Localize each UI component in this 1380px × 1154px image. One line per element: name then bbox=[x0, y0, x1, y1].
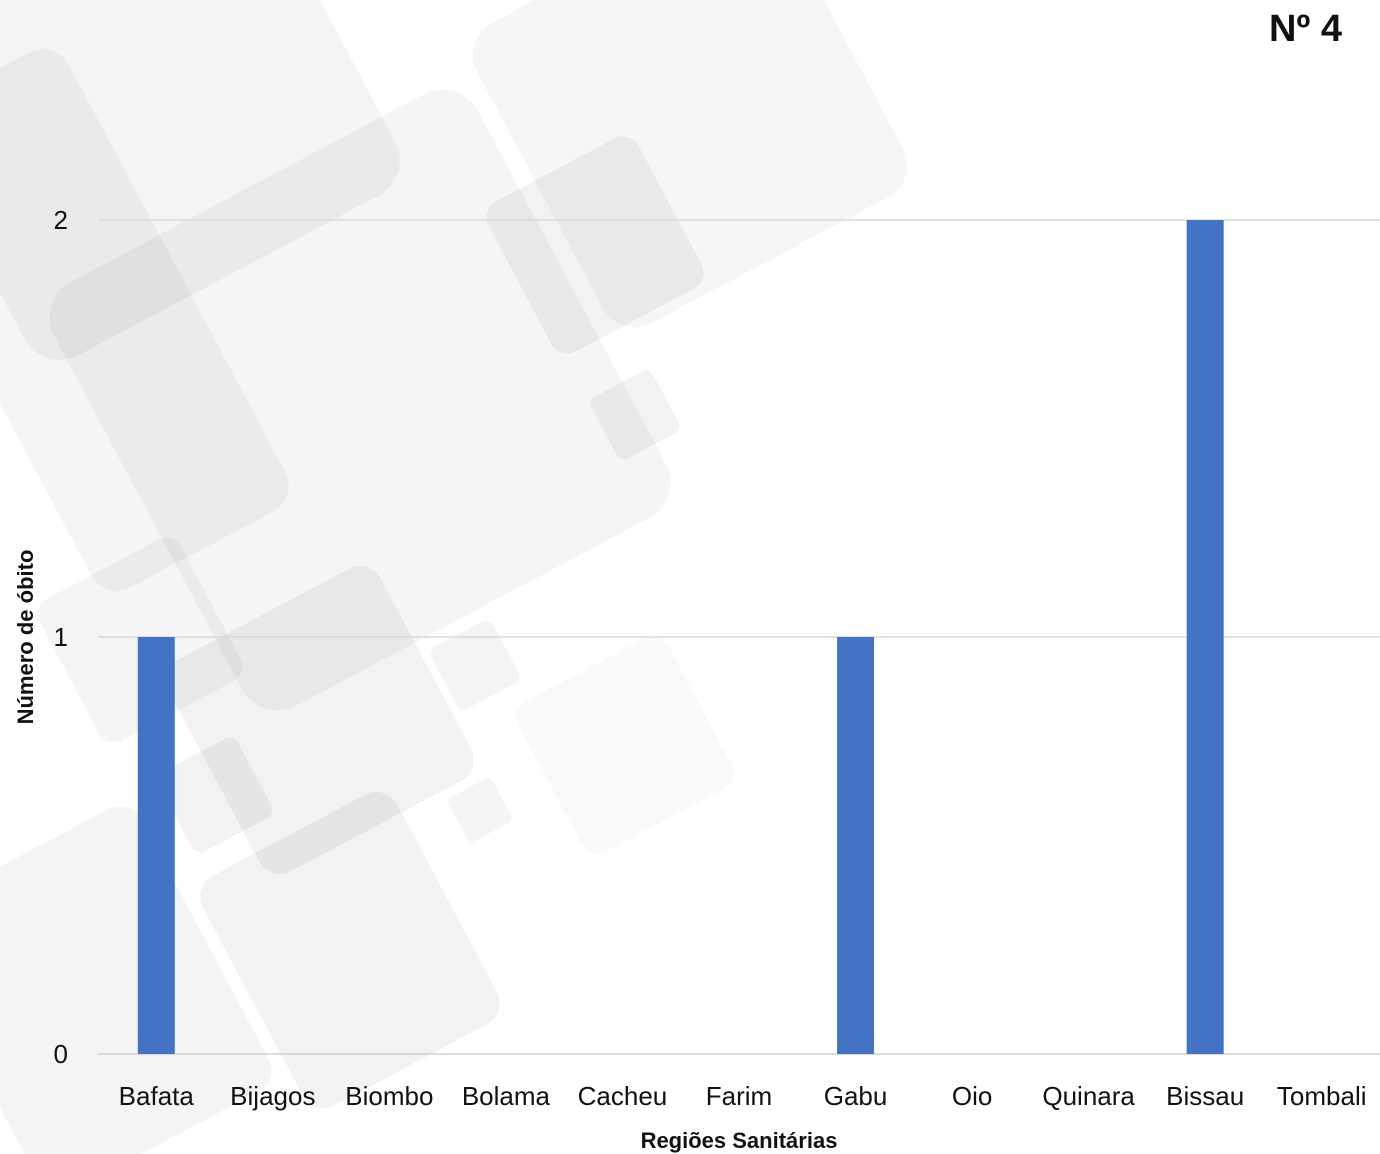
x-tick-label: Tombali bbox=[1277, 1081, 1367, 1111]
x-tick-label: Oio bbox=[952, 1081, 992, 1111]
x-tick-label: Cacheu bbox=[578, 1081, 668, 1111]
bars bbox=[137, 220, 1224, 1054]
x-tick-label: Farim bbox=[706, 1081, 772, 1111]
bar-bafata bbox=[137, 637, 175, 1054]
bar-bissau bbox=[1186, 220, 1224, 1054]
x-tick-label: Bolama bbox=[462, 1081, 551, 1111]
y-tick-label: 2 bbox=[54, 205, 68, 235]
y-tick-label: 0 bbox=[54, 1039, 68, 1069]
x-tick-labels: Bafata Bijagos Biombo Bolama Cacheu Farim Gabu… bbox=[119, 1081, 1367, 1111]
x-tick-label: Biombo bbox=[345, 1081, 433, 1111]
gridlines bbox=[98, 219, 1380, 1055]
x-axis-title: Regiões Sanitárias bbox=[641, 1128, 838, 1153]
y-axis-title: Número de óbito bbox=[13, 550, 38, 725]
x-tick-label: Quinara bbox=[1042, 1081, 1135, 1111]
page-number: Nº 4 bbox=[1268, 8, 1342, 50]
x-tick-label: Bissau bbox=[1166, 1081, 1244, 1111]
bar-gabu bbox=[837, 637, 875, 1054]
x-tick-label: Bijagos bbox=[230, 1081, 315, 1111]
y-tick-labels: 0 1 2 bbox=[54, 205, 68, 1069]
x-tick-label: Gabu bbox=[824, 1081, 888, 1111]
x-tick-label: Bafata bbox=[119, 1081, 195, 1111]
y-tick-label: 1 bbox=[54, 622, 68, 652]
